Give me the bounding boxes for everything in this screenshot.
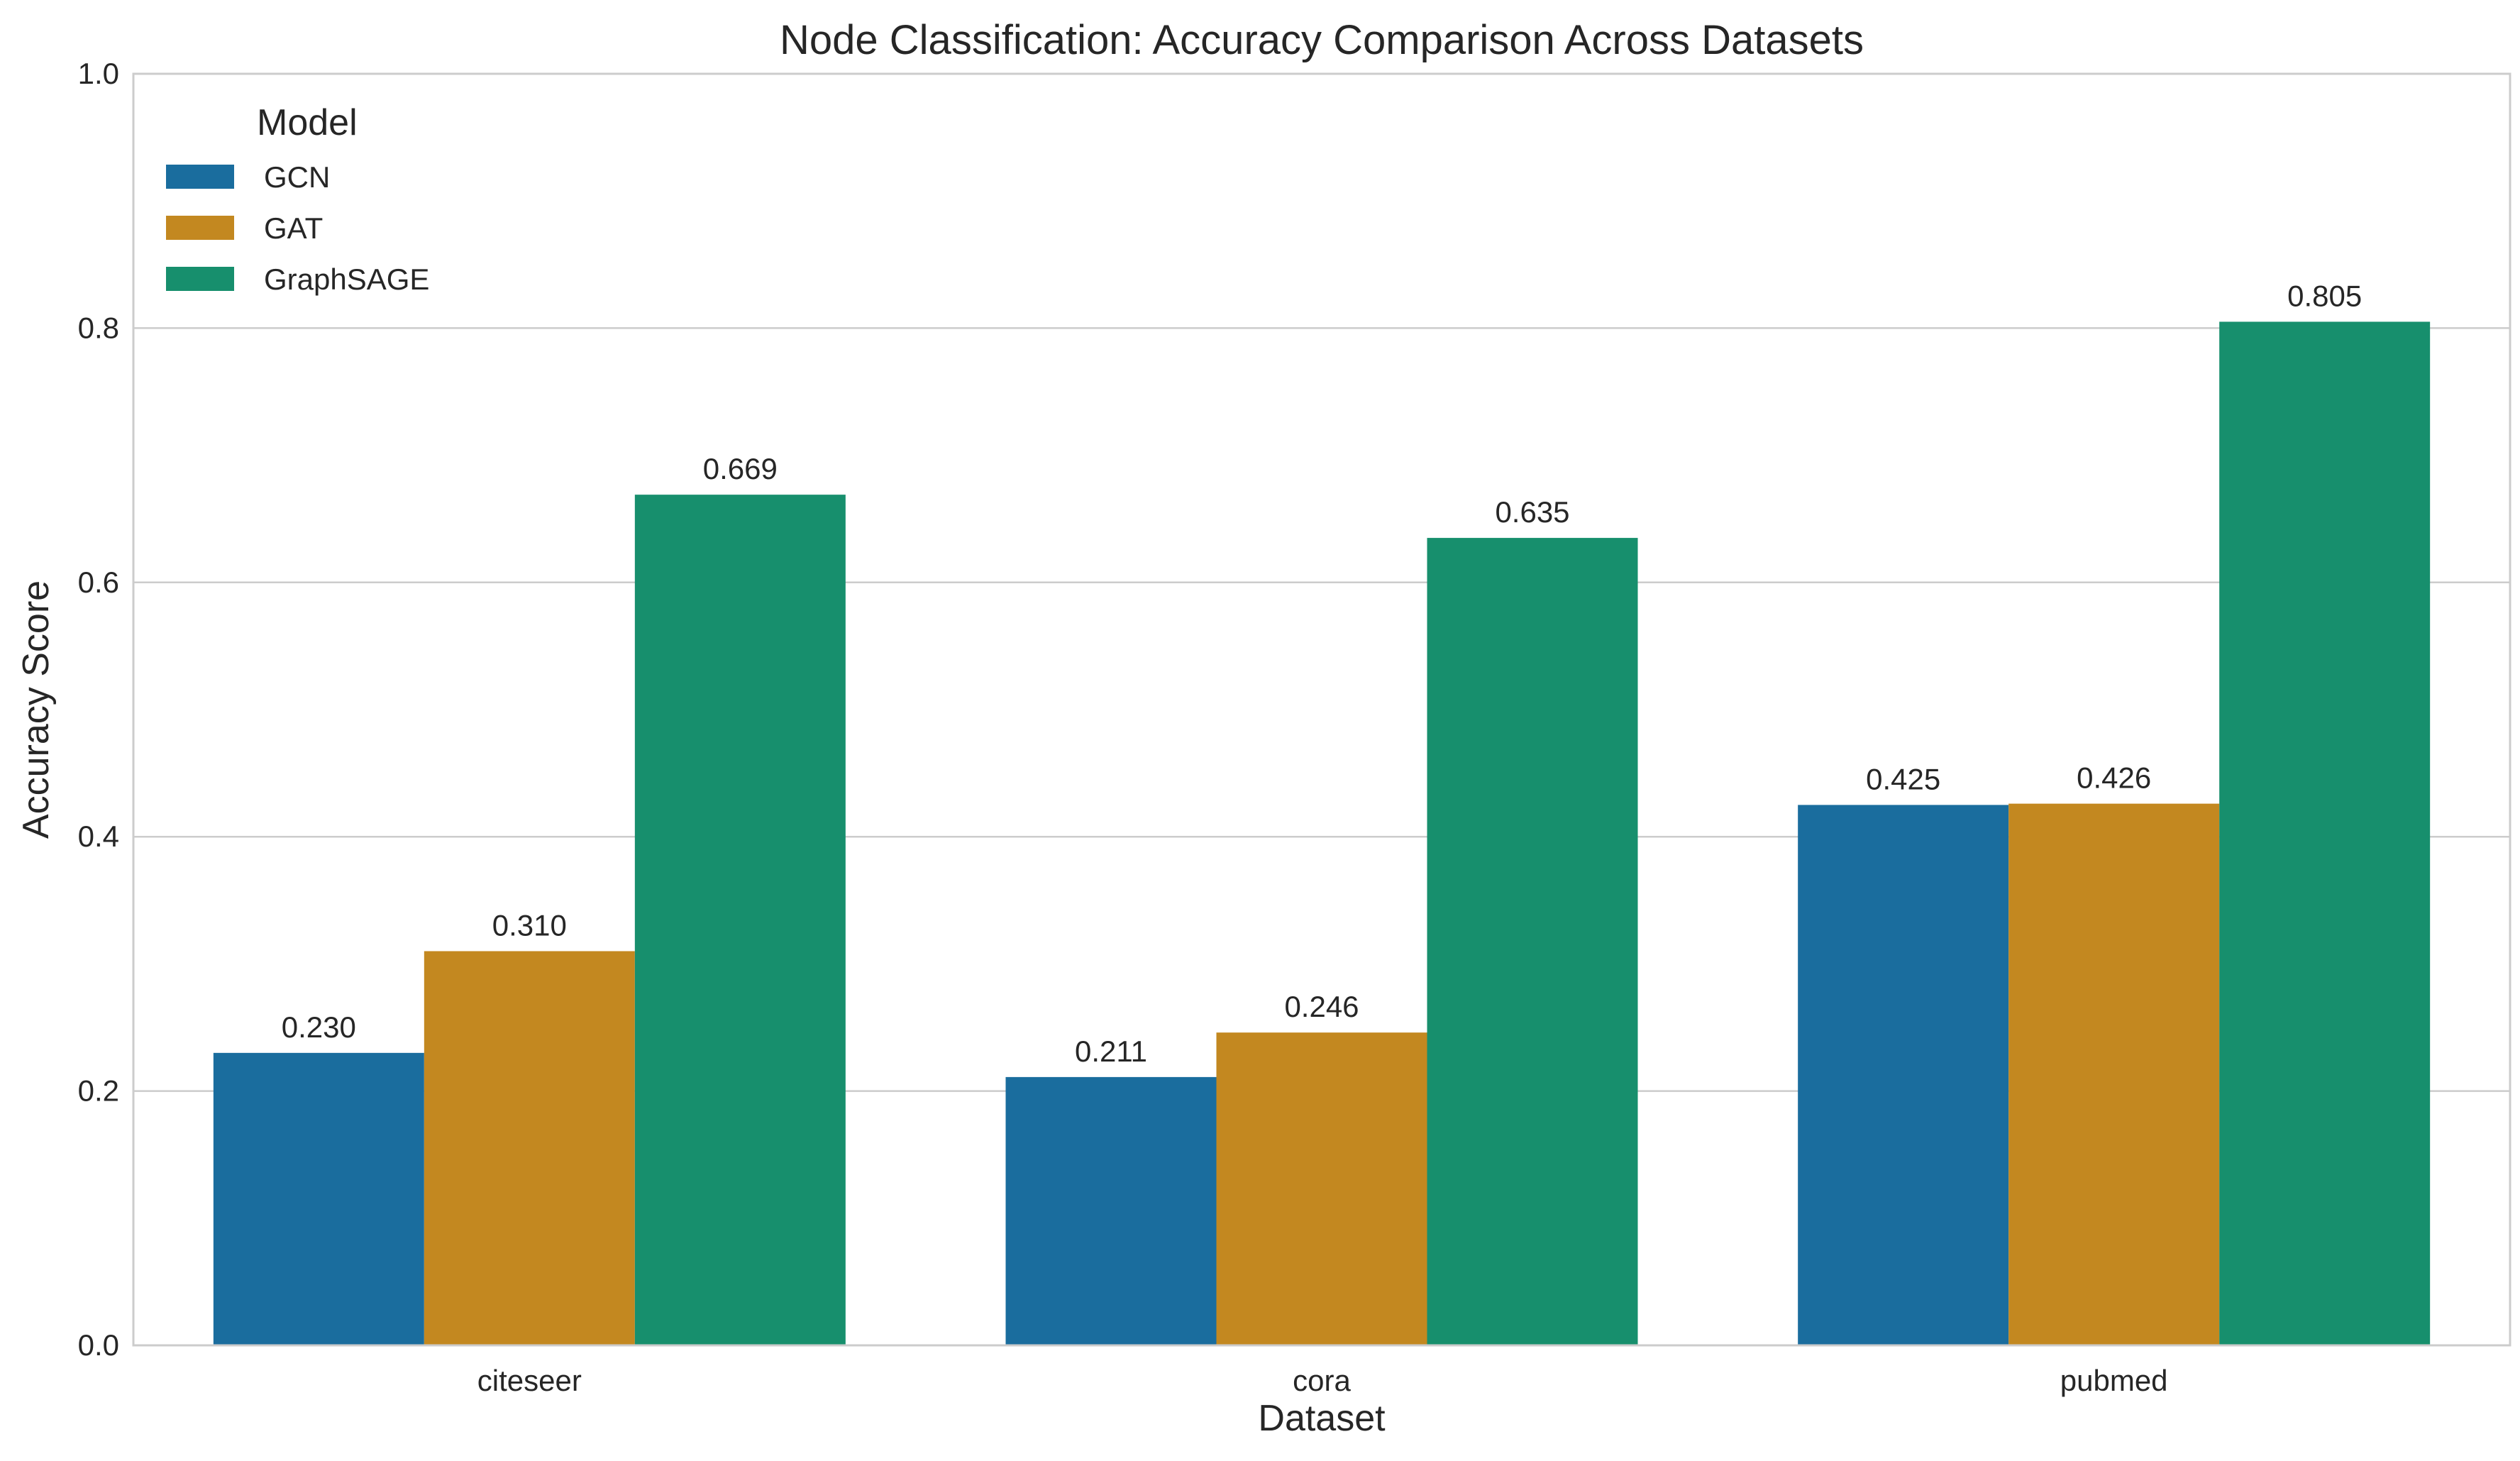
y-tick-label: 0.6 xyxy=(78,566,119,599)
legend: Model GCN GAT GraphSAGE xyxy=(166,102,429,296)
legend-label-graphsage: GraphSAGE xyxy=(264,263,429,296)
bar-gcn-cora xyxy=(1005,1076,1217,1345)
value-label: 0.246 xyxy=(1284,990,1359,1023)
y-axis-label: Accuracy Score xyxy=(16,580,57,839)
x-axis-label: Dataset xyxy=(1258,1398,1386,1439)
legend-items: GCN GAT GraphSAGE xyxy=(166,160,429,296)
bar-gat-pubmed xyxy=(2008,803,2220,1345)
value-label: 0.669 xyxy=(703,452,778,485)
value-label: 0.230 xyxy=(282,1010,356,1044)
legend-swatch-graphsage xyxy=(166,267,234,291)
bar-gat-cora xyxy=(1216,1032,1427,1345)
value-label: 0.635 xyxy=(1495,495,1569,529)
value-label: 0.425 xyxy=(1866,762,1940,795)
legend-label-gat: GAT xyxy=(264,211,323,245)
y-tick-label: 0.4 xyxy=(78,820,119,853)
value-labels: 0.230 0.310 0.669 0.211 0.246 0.635 0.425 0.426… xyxy=(282,279,2362,1067)
plot-frame xyxy=(132,72,2511,1347)
bar-graphsage-cora xyxy=(1427,538,1638,1345)
legend-swatch-gat xyxy=(166,216,234,240)
legend-swatch-gcn xyxy=(166,165,234,189)
bars xyxy=(213,321,2431,1346)
value-label: 0.426 xyxy=(2077,761,2151,795)
value-label: 0.805 xyxy=(2287,279,2362,312)
bar-gat-citeseer xyxy=(424,951,635,1345)
y-tick-label: 0.2 xyxy=(78,1074,119,1108)
x-tick-label: cora xyxy=(1293,1364,1351,1397)
y-tick-label: 1.0 xyxy=(78,57,119,90)
bar-gcn-pubmed xyxy=(1798,805,2009,1345)
y-tick-label: 0.8 xyxy=(78,311,119,344)
bar-gcn-citeseer xyxy=(213,1052,424,1345)
bar-graphsage-pubmed xyxy=(2219,321,2431,1346)
tick-labels: 0.0 0.2 0.4 0.6 0.8 1.0 citeseer cora pubmed xyxy=(78,57,2168,1397)
x-tick-label: pubmed xyxy=(2060,1364,2168,1397)
x-tick-label: citeseer xyxy=(477,1364,582,1397)
bar-graphsage-citeseer xyxy=(634,495,846,1345)
y-tick-label: 0.0 xyxy=(78,1328,119,1362)
value-label: 0.211 xyxy=(1075,1035,1147,1068)
chart-title: Node Classification: Accuracy Comparison… xyxy=(780,17,1864,63)
legend-title: Model xyxy=(257,102,358,143)
value-label: 0.310 xyxy=(492,908,567,942)
legend-label-gcn: GCN xyxy=(264,160,330,194)
